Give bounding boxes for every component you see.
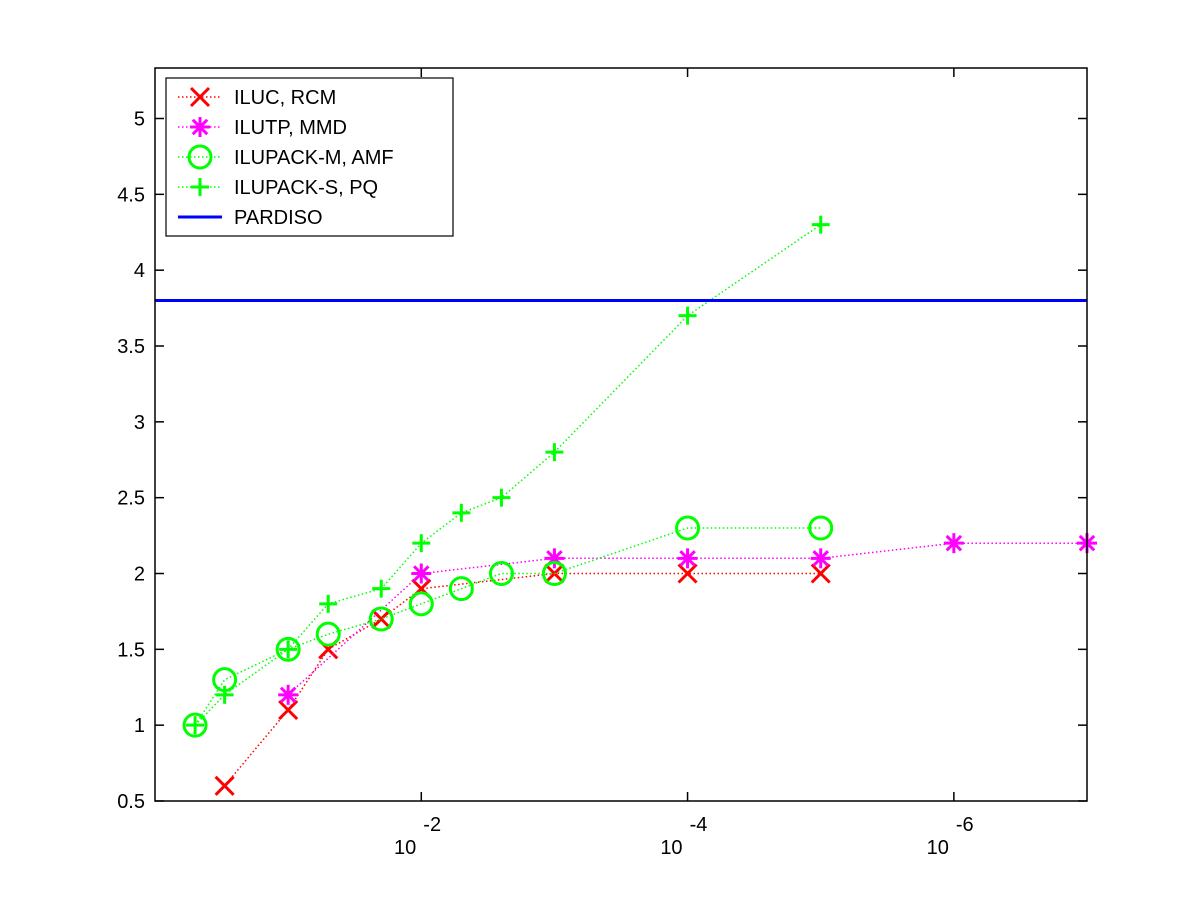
legend-label: PARDISO — [234, 207, 323, 229]
data-point — [278, 684, 299, 705]
data-point — [678, 306, 697, 325]
series-layer — [155, 215, 1097, 796]
x-tick-label-exponent: -2 — [423, 814, 441, 836]
data-point — [372, 579, 391, 598]
x-tick-label-exponent: -6 — [956, 814, 974, 836]
legend-marker — [190, 117, 210, 137]
data-point — [408, 591, 434, 617]
y-tick-label: 2 — [134, 564, 145, 586]
data-point — [811, 215, 830, 234]
data-point — [278, 699, 299, 721]
legend-label: ILUC, RCM — [234, 87, 336, 109]
data-point — [368, 606, 394, 632]
x-tick-label-base: 10 — [394, 837, 416, 859]
axes-box — [154, 67, 1088, 802]
legend-label: ILUPACK-S, PQ — [234, 177, 378, 199]
legend-box — [165, 77, 454, 237]
data-point — [810, 563, 831, 584]
data-point — [371, 608, 392, 630]
data-point — [182, 712, 208, 738]
legend-marker — [189, 86, 211, 108]
data-point — [448, 576, 474, 602]
legend-marker — [191, 178, 209, 196]
y-tick-label: 1.5 — [117, 639, 145, 661]
y-tick-label: 0.5 — [117, 791, 145, 813]
legend-entry: PARDISO — [178, 207, 323, 229]
data-point — [810, 548, 831, 569]
legend-marker — [187, 144, 213, 170]
data-point — [452, 503, 471, 522]
data-point — [541, 561, 567, 587]
data-point — [492, 488, 511, 507]
axes-layer: 0.5 1 1.5 2 2.5 3 3.5 4 4.5 5 10 -2 10 -4 10 -6 — [117, 67, 1088, 859]
y-tick-label: 5 — [134, 109, 145, 131]
y-tick-label: 3 — [134, 412, 145, 434]
series-2 — [182, 515, 834, 738]
data-point — [275, 636, 301, 662]
series-line — [194, 527, 821, 726]
legend-label: ILUTP, MMD — [234, 117, 347, 139]
data-point — [943, 533, 964, 554]
data-point — [215, 685, 234, 704]
data-point — [675, 515, 701, 541]
data-point — [545, 443, 564, 462]
legend-entry: ILUC, RCM — [178, 86, 336, 109]
series-3 — [186, 215, 830, 735]
x-tick-label-base: 10 — [660, 837, 682, 859]
data-point — [279, 640, 298, 659]
y-tick-label: 4.5 — [117, 184, 145, 206]
x-tick-label-exponent: -4 — [690, 814, 708, 836]
data-point — [677, 563, 698, 584]
legend-entry: ILUPACK-M, AMF — [178, 144, 394, 170]
data-point — [412, 534, 431, 553]
data-point — [214, 775, 235, 796]
data-point — [315, 621, 341, 647]
data-point — [808, 515, 834, 541]
y-tick-label: 3.5 — [117, 336, 145, 358]
legend-entry: ILUTP, MMD — [178, 117, 347, 139]
legend: ILUC, RCM ILUTP, MMD ILUPACK-M, AMF ILUPACK… — [165, 77, 454, 237]
x-tick-label-base: 10 — [927, 837, 949, 859]
y-tick-label: 2.5 — [117, 488, 145, 510]
data-point — [186, 716, 205, 735]
legend-label: ILUPACK-M, AMF — [234, 147, 394, 169]
y-tick-label: 1 — [134, 715, 145, 737]
data-point — [488, 561, 514, 587]
data-point — [677, 548, 698, 569]
legend-entry: ILUPACK-S, PQ — [178, 177, 378, 199]
data-point — [319, 594, 338, 613]
data-point — [411, 563, 432, 584]
y-tick-label: 4 — [134, 260, 145, 282]
